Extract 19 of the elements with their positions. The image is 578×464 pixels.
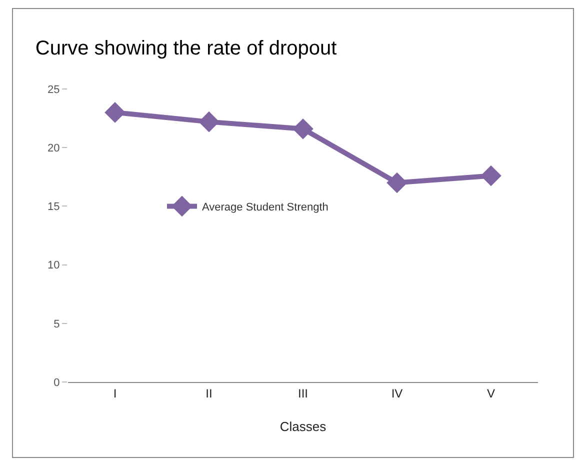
y-tick-label: 20 [48, 142, 60, 154]
point [480, 165, 502, 186]
x-tick-label: I [113, 386, 117, 400]
x-tick-label: III [298, 386, 308, 400]
x-tick-label: II [206, 386, 212, 400]
point [292, 118, 314, 140]
point [104, 102, 126, 123]
point [198, 111, 220, 132]
legend-label: Average Student Strength [202, 201, 328, 214]
point [386, 172, 408, 194]
x-tick-label: V [486, 386, 496, 400]
x-tick-label: IV [391, 386, 403, 400]
y-tick-label: 0 [54, 376, 60, 389]
y-tick-label: 15 [48, 201, 60, 214]
chart-title: Curve showing the rate of dropout [35, 37, 338, 60]
y-tick-label: 5 [54, 318, 60, 330]
x-axis-title: Classes [280, 419, 327, 434]
y-tick-label: 10 [48, 260, 60, 272]
y-tick-label: 25 [48, 84, 60, 96]
